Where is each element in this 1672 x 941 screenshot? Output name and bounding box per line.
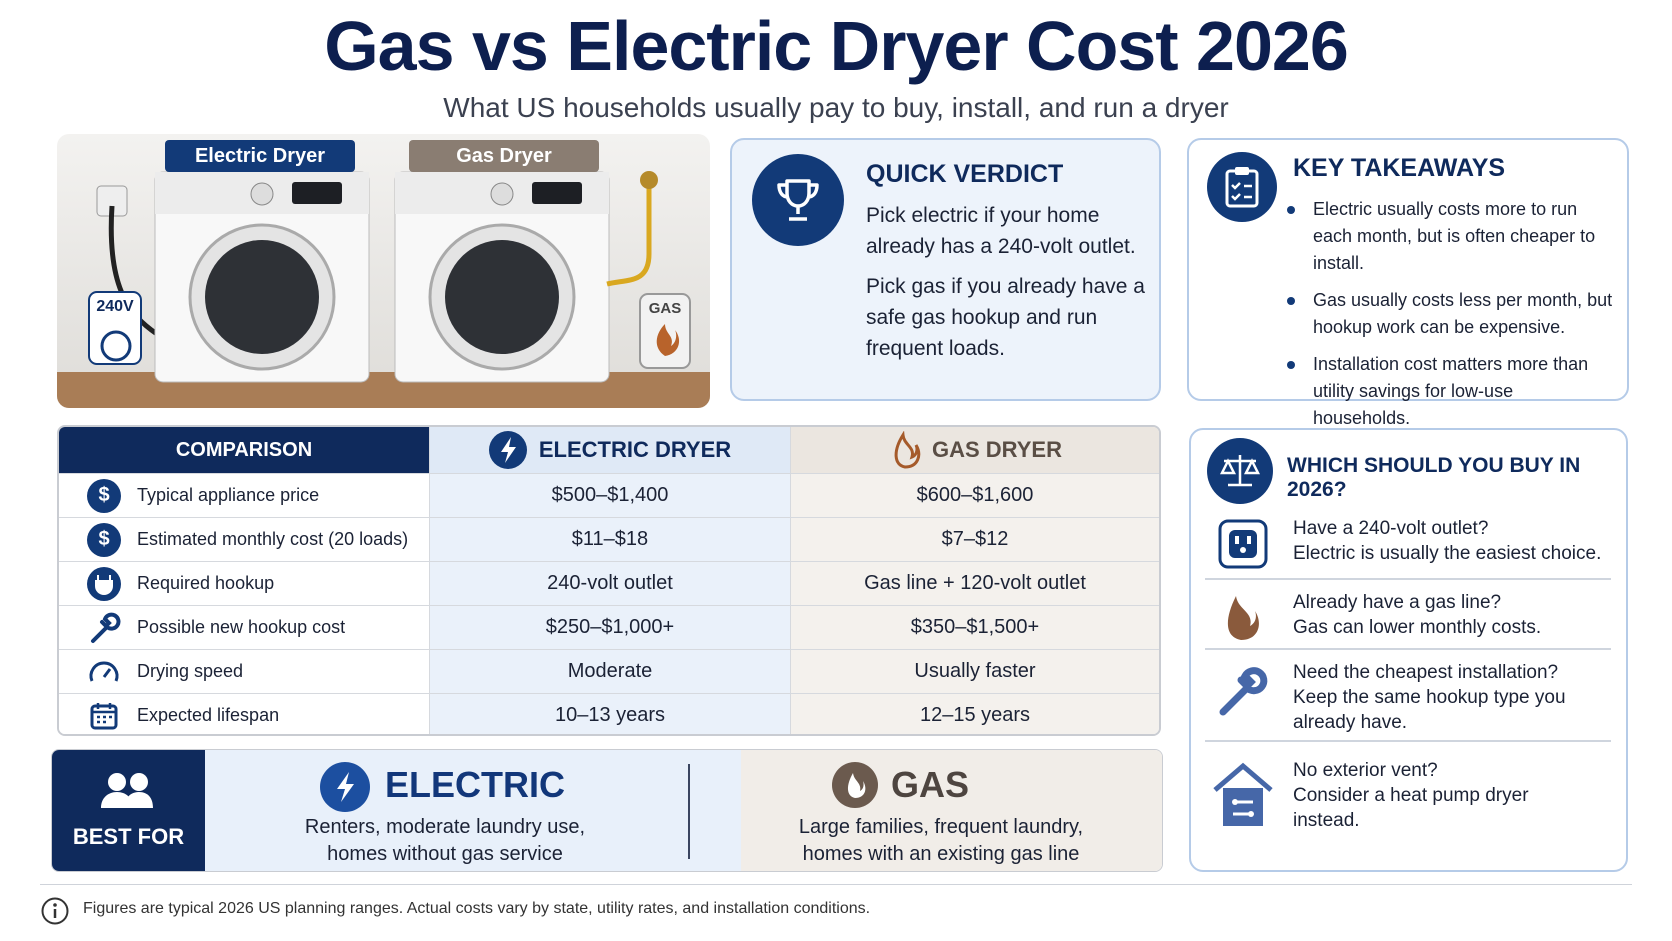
- key-takeaways: KEY TAKEAWAYS Electric usually costs mor…: [1187, 138, 1629, 428]
- electric-cell: 10–13 years: [429, 694, 790, 734]
- row-label-text: Expected lifespan: [137, 705, 280, 725]
- electric-cell: 240-volt outlet: [429, 562, 790, 605]
- which-answer: Gas can lower monthly costs.: [1293, 617, 1542, 638]
- subtitle: What US households usually pay to buy, i…: [443, 92, 1229, 123]
- gas-badge: GAS: [648, 300, 682, 317]
- gas-label: Gas Dryer: [409, 140, 599, 172]
- takeaway: Installation cost matters more than util…: [1285, 351, 1615, 432]
- gas-cell: Usually faster: [790, 650, 1159, 693]
- scale-icon: [1207, 438, 1273, 504]
- info-icon: [41, 897, 69, 925]
- which-answer: Keep the same hookup type you already ha…: [1293, 687, 1566, 733]
- clipboard-icon: [1207, 152, 1277, 222]
- gas-title: GAS: [891, 764, 970, 805]
- gas-cell: Gas line + 120-volt outlet: [790, 562, 1159, 605]
- table-row: Required hookup 240-volt outlet Gas line…: [59, 561, 1159, 605]
- table-row: $ Estimated monthly cost (20 loads) $11–$…: [59, 517, 1159, 561]
- electric-cell: $11–$18: [429, 518, 790, 561]
- takeaways-list: Electric usually costs more to run each …: [1285, 196, 1615, 442]
- gas-cell: $350–$1,500+: [790, 606, 1159, 649]
- which-question: Have a 240-volt outlet?: [1293, 518, 1489, 539]
- divider: [40, 884, 1632, 885]
- electric-label: Electric Dryer: [165, 140, 355, 172]
- best-for-label: BEST FOR: [72, 824, 185, 849]
- which-title: WHICH SHOULD YOU BUY IN 2026?: [1287, 454, 1581, 501]
- verdict-text-2: Pick gas if you already have a safe gas …: [866, 275, 1145, 360]
- table-row: Possible new hookup cost $250–$1,000+ $3…: [59, 605, 1159, 649]
- table-row: Expected lifespan 10–13 years 12–15 year…: [59, 693, 1159, 734]
- takeaway: Gas usually costs less per month, but ho…: [1285, 287, 1615, 341]
- quick-verdict: QUICK VERDICT Pick electric if your home…: [730, 138, 1161, 401]
- row-label: $ Typical appliance price: [59, 474, 429, 517]
- electric-cell: $250–$1,000+: [429, 606, 790, 649]
- header-cell: GAS DRYER: [790, 427, 1159, 473]
- which-question: Already have a gas line?: [1293, 592, 1502, 613]
- gas-cell: $600–$1,600: [790, 474, 1159, 517]
- best-gas: GAS Large families, frequent laundry, ho…: [741, 750, 1162, 871]
- electric-text: Renters, moderate laundry use, homes wit…: [304, 816, 586, 865]
- which-item: Need the cheapest installation? Keep the …: [1293, 660, 1593, 735]
- row-label-text: Drying speed: [137, 661, 244, 681]
- row-label: $ Estimated monthly cost (20 loads): [59, 518, 429, 561]
- gas-cell: $7–$12: [790, 518, 1159, 561]
- illustration: Electric Dryer Gas Dryer 240V GAS: [57, 134, 710, 408]
- electric-cell: $500–$1,400: [429, 474, 790, 517]
- row-label: Drying speed: [59, 650, 429, 693]
- row-label-text: Required hookup: [137, 573, 275, 593]
- which-item: No exterior vent? Consider a heat pump dr…: [1293, 758, 1533, 833]
- header-cell: COMPARISON: [59, 427, 429, 473]
- which-answer: Electric is usually the easiest choice.: [1293, 543, 1602, 564]
- which-item: Already have a gas line? Gas can lower mo…: [1293, 590, 1672, 640]
- gas-text: Large families, frequent laundry, homes …: [798, 816, 1084, 865]
- electric-cell: Moderate: [429, 650, 790, 693]
- which-question: Need the cheapest installation?: [1293, 662, 1559, 683]
- dryers-art: [57, 134, 710, 408]
- comparison-table: COMPARISON ELECTRIC DRYER GAS DRYER $ Typ…: [57, 425, 1161, 736]
- best-electric: ELECTRIC Renters, moderate laundry use, …: [205, 750, 741, 871]
- row-label-text: Typical appliance price: [137, 485, 320, 505]
- takeaway: Electric usually costs more to run each …: [1285, 196, 1615, 277]
- row-label-text: Estimated monthly cost (20 loads): [137, 529, 409, 549]
- trophy-icon: [752, 154, 844, 246]
- table-row: Drying speed Moderate Usually faster: [59, 649, 1159, 693]
- takeaways-title: KEY TAKEAWAYS: [1293, 154, 1506, 182]
- verdict-title: QUICK VERDICT: [866, 160, 1064, 188]
- which-item: Have a 240-volt outlet? Electric is usual…: [1293, 516, 1672, 566]
- footnote: Figures are typical 2026 US planning ran…: [83, 900, 871, 917]
- header-cell: ELECTRIC DRYER: [429, 427, 790, 473]
- header-text: GAS DRYER: [932, 437, 1062, 462]
- row-label: Possible new hookup cost: [59, 606, 429, 649]
- row-label-text: Possible new hookup cost: [137, 617, 346, 637]
- title: Gas vs Electric Dryer Cost 2026: [324, 7, 1349, 85]
- header-text: ELECTRIC DRYER: [538, 437, 732, 462]
- verdict-text-1: Pick electric if your home already has a…: [866, 204, 1136, 258]
- best-for-label-box: BEST FOR: [52, 750, 205, 871]
- electric-title: ELECTRIC: [385, 764, 565, 805]
- outlet-label: 240V: [96, 298, 134, 315]
- best-for: BEST FOR ELECTRIC Renters, moderate laun…: [51, 749, 1163, 872]
- which-panel: WHICH SHOULD YOU BUY IN 2026? Have a 240…: [1189, 428, 1628, 872]
- gas-cell: 12–15 years: [790, 694, 1159, 734]
- row-label: Expected lifespan: [59, 694, 429, 734]
- which-question: No exterior vent?: [1293, 760, 1438, 781]
- table-row: $ Typical appliance price $500–$1,400 $60…: [59, 473, 1159, 517]
- row-label: Required hookup: [59, 562, 429, 605]
- which-answer: Consider a heat pump dryer instead.: [1293, 785, 1529, 831]
- table-header: COMPARISON ELECTRIC DRYER GAS DRYER: [59, 427, 1159, 473]
